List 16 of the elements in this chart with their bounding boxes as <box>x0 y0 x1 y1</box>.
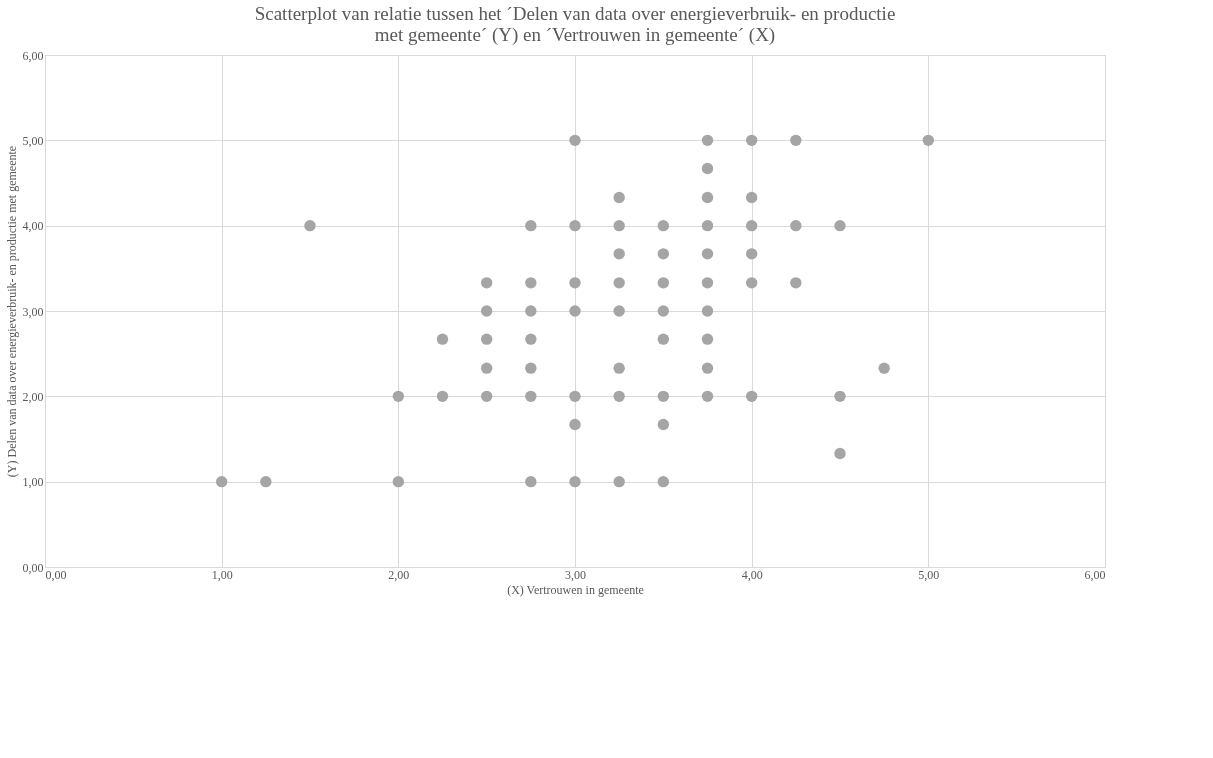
y-axis-title: (Y) Delen van data over energieverbruik- en productie met gemeente <box>4 145 19 478</box>
x-tick-label: 0,00 <box>45 567 67 582</box>
x-tick-label: 6,00 <box>1084 567 1106 582</box>
x-tick-label: 5,00 <box>918 567 940 582</box>
y-tick-label: 6,00 <box>22 48 44 63</box>
y-tick-label: 4,00 <box>22 219 44 234</box>
y-tick-label: 3,00 <box>22 304 44 319</box>
y-tick-label: 2,00 <box>22 389 44 404</box>
x-tick-label: 1,00 <box>211 567 233 582</box>
y-tick-label: 1,00 <box>22 475 44 490</box>
x-tick-label: 3,00 <box>565 567 586 582</box>
chart-title: Scatterplot van relatie tussen het ´Delen van data over energieverbruik- en productie met gemeente´ (Y) en ´Vertrouwen in gemeente´ (X) <box>254 3 896 46</box>
y-tick-label: 5,00 <box>22 133 44 148</box>
x-tick-label: 4,00 <box>741 567 763 582</box>
x-axis-title: (X) Vertrouwen in gemeente <box>507 582 644 597</box>
x-tick-label: 2,00 <box>388 567 410 582</box>
